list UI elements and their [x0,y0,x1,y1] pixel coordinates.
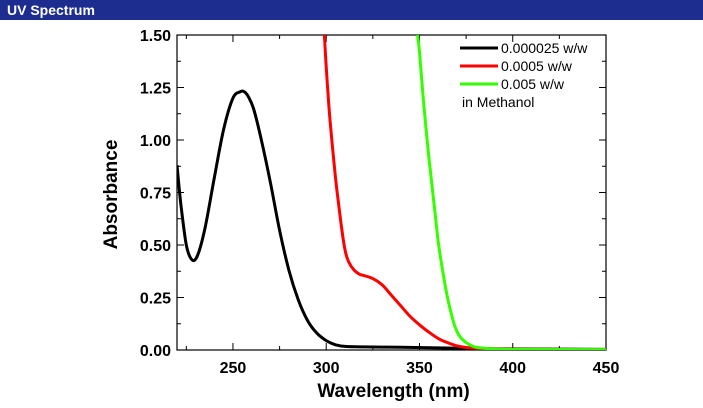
x-tick-label: 450 [593,360,620,377]
x-tick-label: 250 [220,360,247,377]
y-tick-label: 1.50 [140,28,171,45]
legend-note: in Methanol [462,94,534,110]
legend-label: 0.005 w/w [501,76,565,92]
y-tick-label: 0.25 [140,291,171,308]
x-axis-title: Wavelength (nm) [317,381,469,402]
header-title: UV Spectrum [7,2,95,18]
x-tick-label: 300 [313,360,340,377]
series-line-0.000025 [177,89,606,350]
header-bar: UV Spectrum [0,0,703,20]
x-tick-label: 400 [499,360,526,377]
y-tick-label: 0.50 [140,238,171,255]
y-tick-label: 0.00 [140,343,171,360]
series-line-0.005 [416,35,606,350]
y-tick-label: 1.25 [140,81,171,98]
legend-label: 0.000025 w/w [501,40,588,56]
y-tick-label: 0.75 [140,186,171,203]
legend-label: 0.0005 w/w [501,58,573,74]
y-tick-label: 1.00 [140,133,171,150]
x-tick-label: 350 [406,360,433,377]
series-line-0.0005 [322,35,606,350]
y-axis-title: Absorbance [101,140,122,250]
